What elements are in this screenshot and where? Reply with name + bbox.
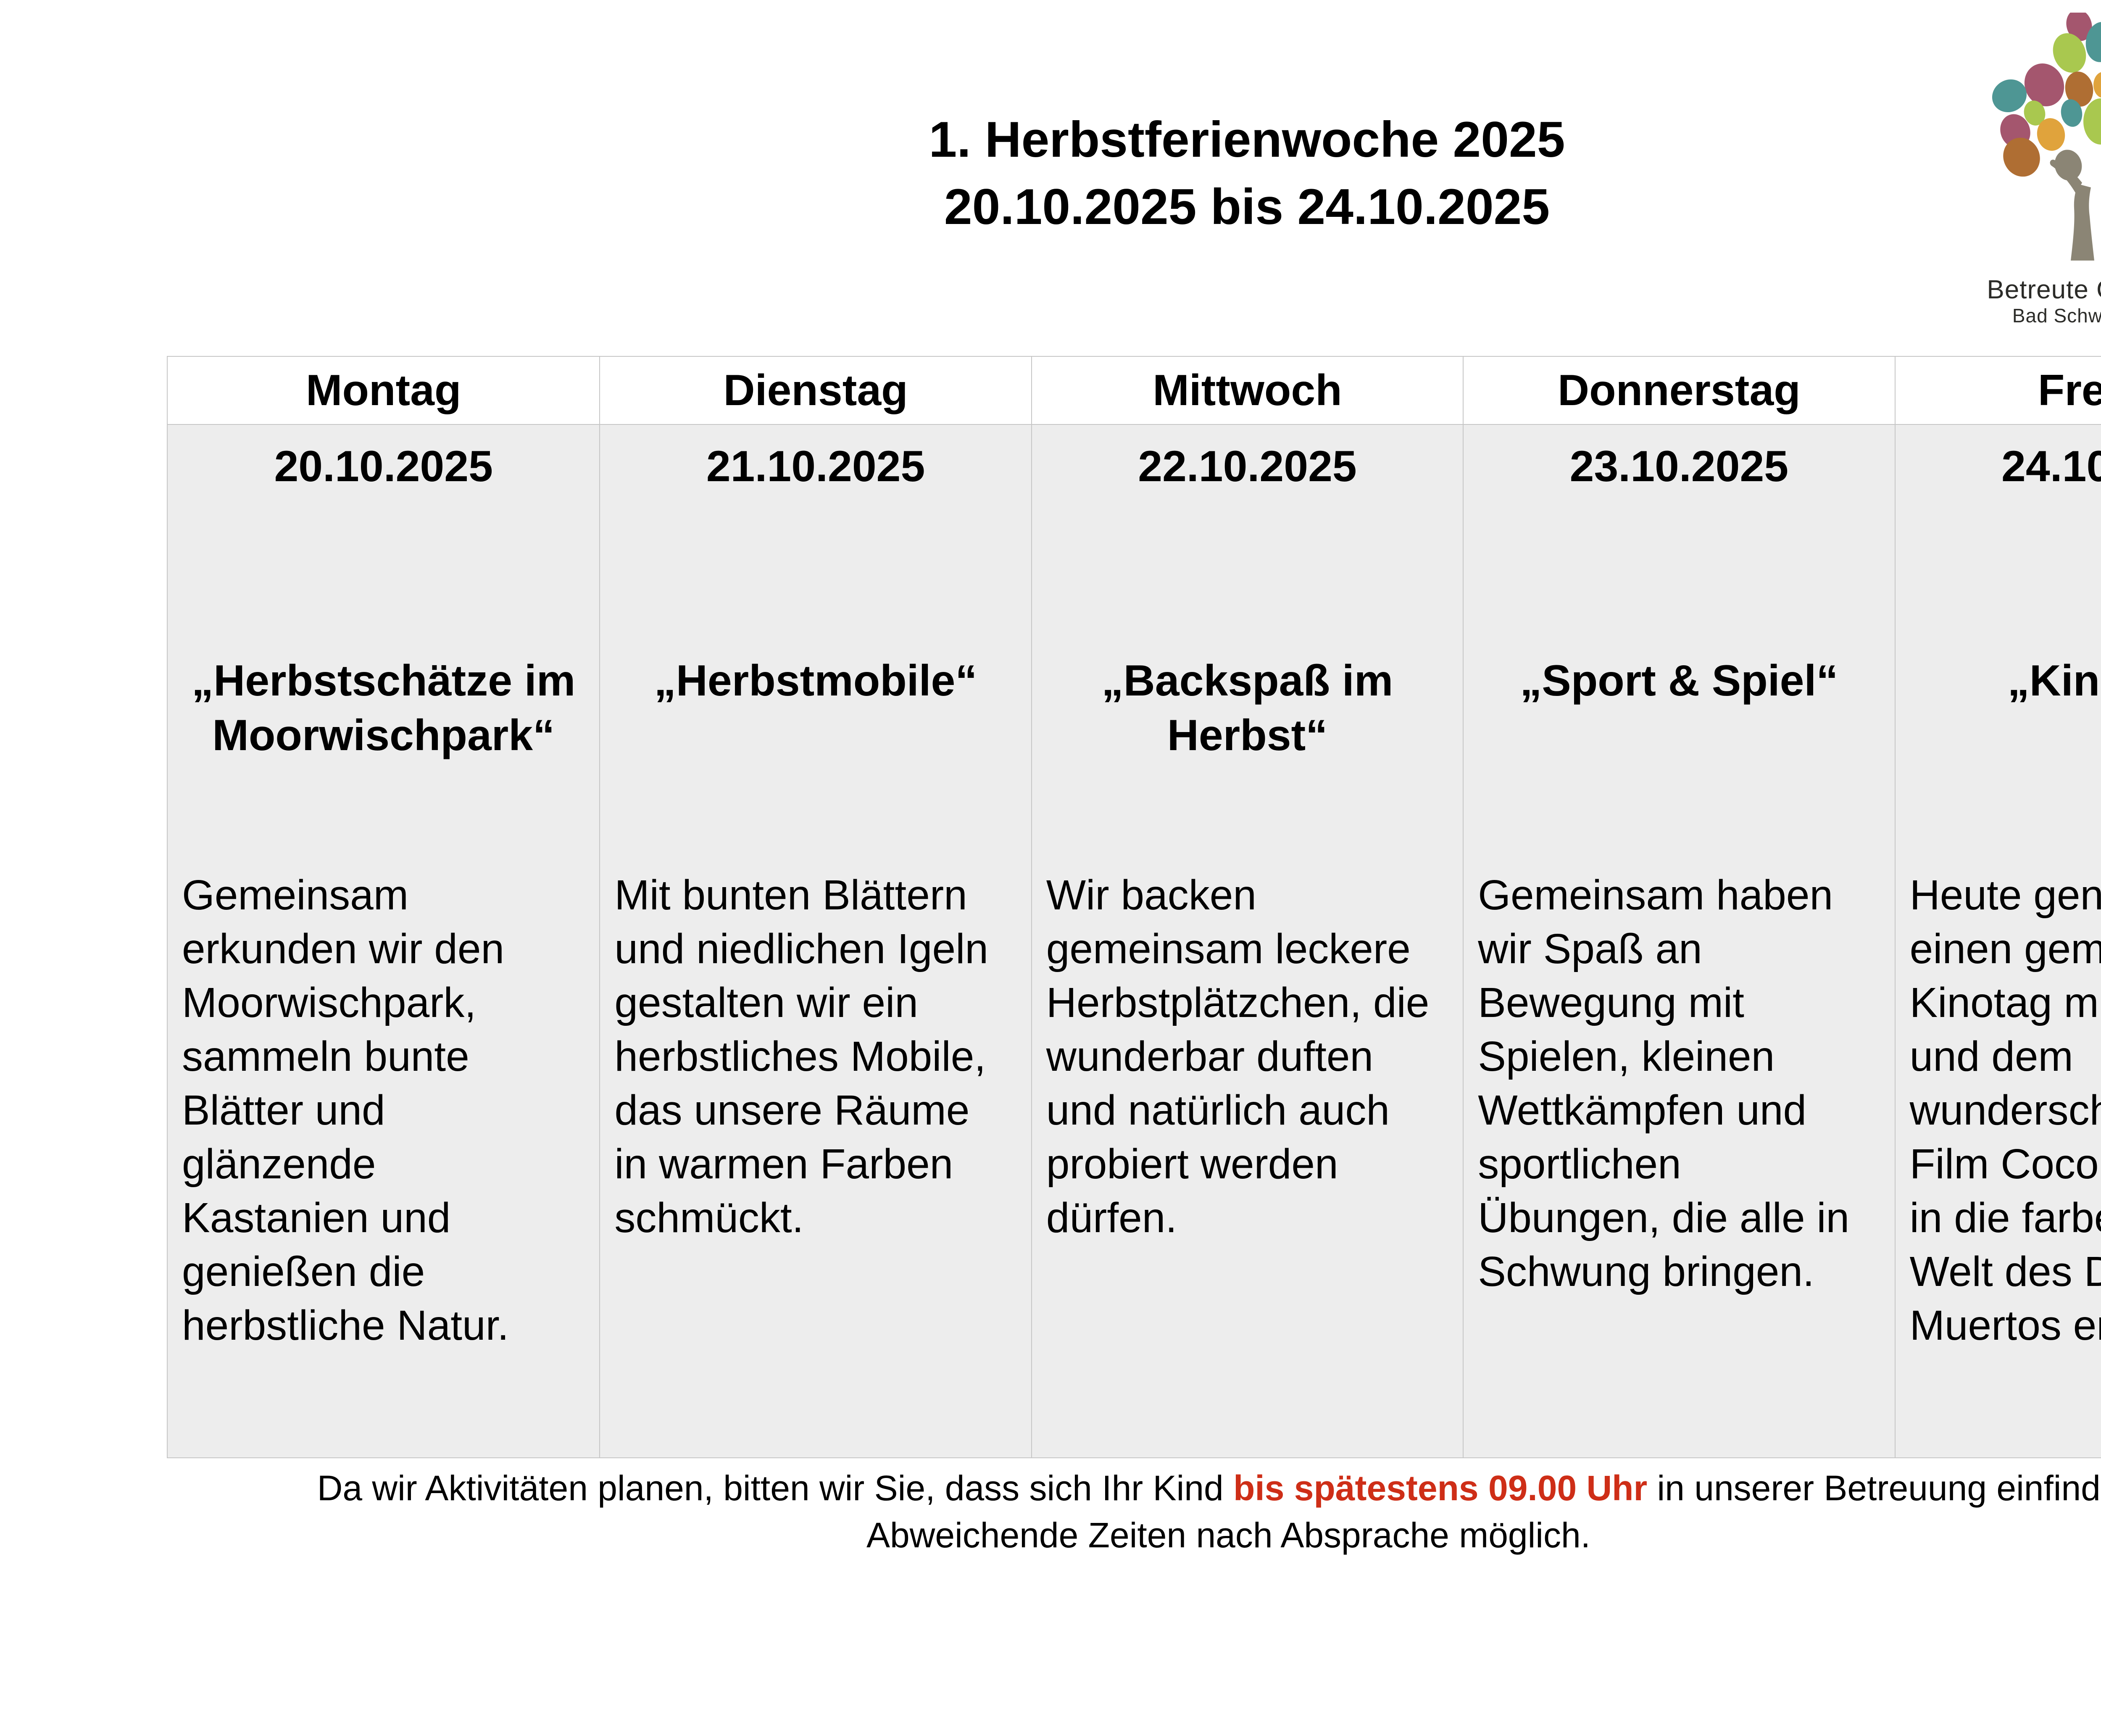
page-title-line1: 1. Herbstferienwoche 2025 <box>929 111 1565 168</box>
day-header-donnerstag: Donnerstag <box>1463 357 1895 425</box>
school-logo: Betreute Grundschule Bad Schwartau gGmbH <box>1971 8 2101 328</box>
activity-title: „Kinotag“ <box>2007 656 2101 705</box>
date-label: 21.10.2025 <box>706 442 925 491</box>
activity-title: „Herbstschätze im Moorwischpark“ <box>192 656 576 760</box>
footer-deadline-highlight: bis spätestens 09.00 Uhr <box>1233 1468 1648 1508</box>
page-title: 1. Herbstferienwoche 2025 20.10.2025 bis… <box>167 106 2101 240</box>
footer-text-suffix: in unserer Betreuung einfindet. <box>1647 1468 2101 1508</box>
footer-note: Da wir Aktivitäten planen, bitten wir Si… <box>0 1465 2101 1559</box>
day-cell-montag: 20.10.2025 „Herbstschätze im Moorwischpa… <box>168 425 600 1457</box>
activity-description: Mit bunten Blättern und niedlichen Igeln… <box>614 872 988 1241</box>
weekly-schedule-table: Montag Dienstag Mittwoch Donnerstag Frei… <box>167 356 2101 1458</box>
logo-name: Betreute Grundschule <box>1987 275 2101 304</box>
footer-note-line2: Abweichende Zeiten nach Absprache möglic… <box>866 1515 1591 1555</box>
date-label: 22.10.2025 <box>1138 442 1357 491</box>
logo-subname: Bad Schwartau gGmbH <box>2012 305 2101 327</box>
day-header-mittwoch: Mittwoch <box>1031 357 1463 425</box>
activity-description: Heute genießen wir einen gemütlichen Kin… <box>1909 872 2101 1349</box>
date-label: 24.10.2025 <box>2001 442 2101 491</box>
day-header-freitag: Freitag <box>1894 357 2101 425</box>
day-cell-freitag: 24.10.2025 „Kinotag“ Heute genießen wir … <box>1894 425 2101 1457</box>
day-cell-dienstag: 21.10.2025 „Herbstmobile“ Mit bunten Blä… <box>599 425 1031 1457</box>
footer-note-line1: Da wir Aktivitäten planen, bitten wir Si… <box>0 1465 2101 1512</box>
activity-description: Wir backen gemeinsam leckere Herbstplätz… <box>1046 872 1430 1241</box>
school-logo-tree-icon <box>1992 13 2101 261</box>
activity-description: Gemeinsam haben wir Spaß an Bewegung mit… <box>1478 872 1850 1295</box>
day-header-montag: Montag <box>168 357 600 425</box>
day-cell-donnerstag: 23.10.2025 „Sport & Spiel“ Gemeinsam hab… <box>1463 425 1895 1457</box>
activity-description: Gemeinsam erkunden wir den Moorwischpark… <box>182 872 509 1349</box>
day-header-dienstag: Dienstag <box>599 357 1031 425</box>
activity-title: „Sport & Spiel“ <box>1520 656 1838 705</box>
day-cell-mittwoch: 22.10.2025 „Backspaß im Herbst“ Wir back… <box>1031 425 1463 1457</box>
date-label: 23.10.2025 <box>1569 442 1789 491</box>
date-label: 20.10.2025 <box>274 442 493 491</box>
activity-title: „Herbstmobile“ <box>654 656 977 705</box>
page-title-line2: 20.10.2025 bis 24.10.2025 <box>944 179 1550 235</box>
activity-title: „Backspaß im Herbst“ <box>1101 656 1393 760</box>
footer-text-prefix: Da wir Aktivitäten planen, bitten wir Si… <box>317 1468 1234 1508</box>
